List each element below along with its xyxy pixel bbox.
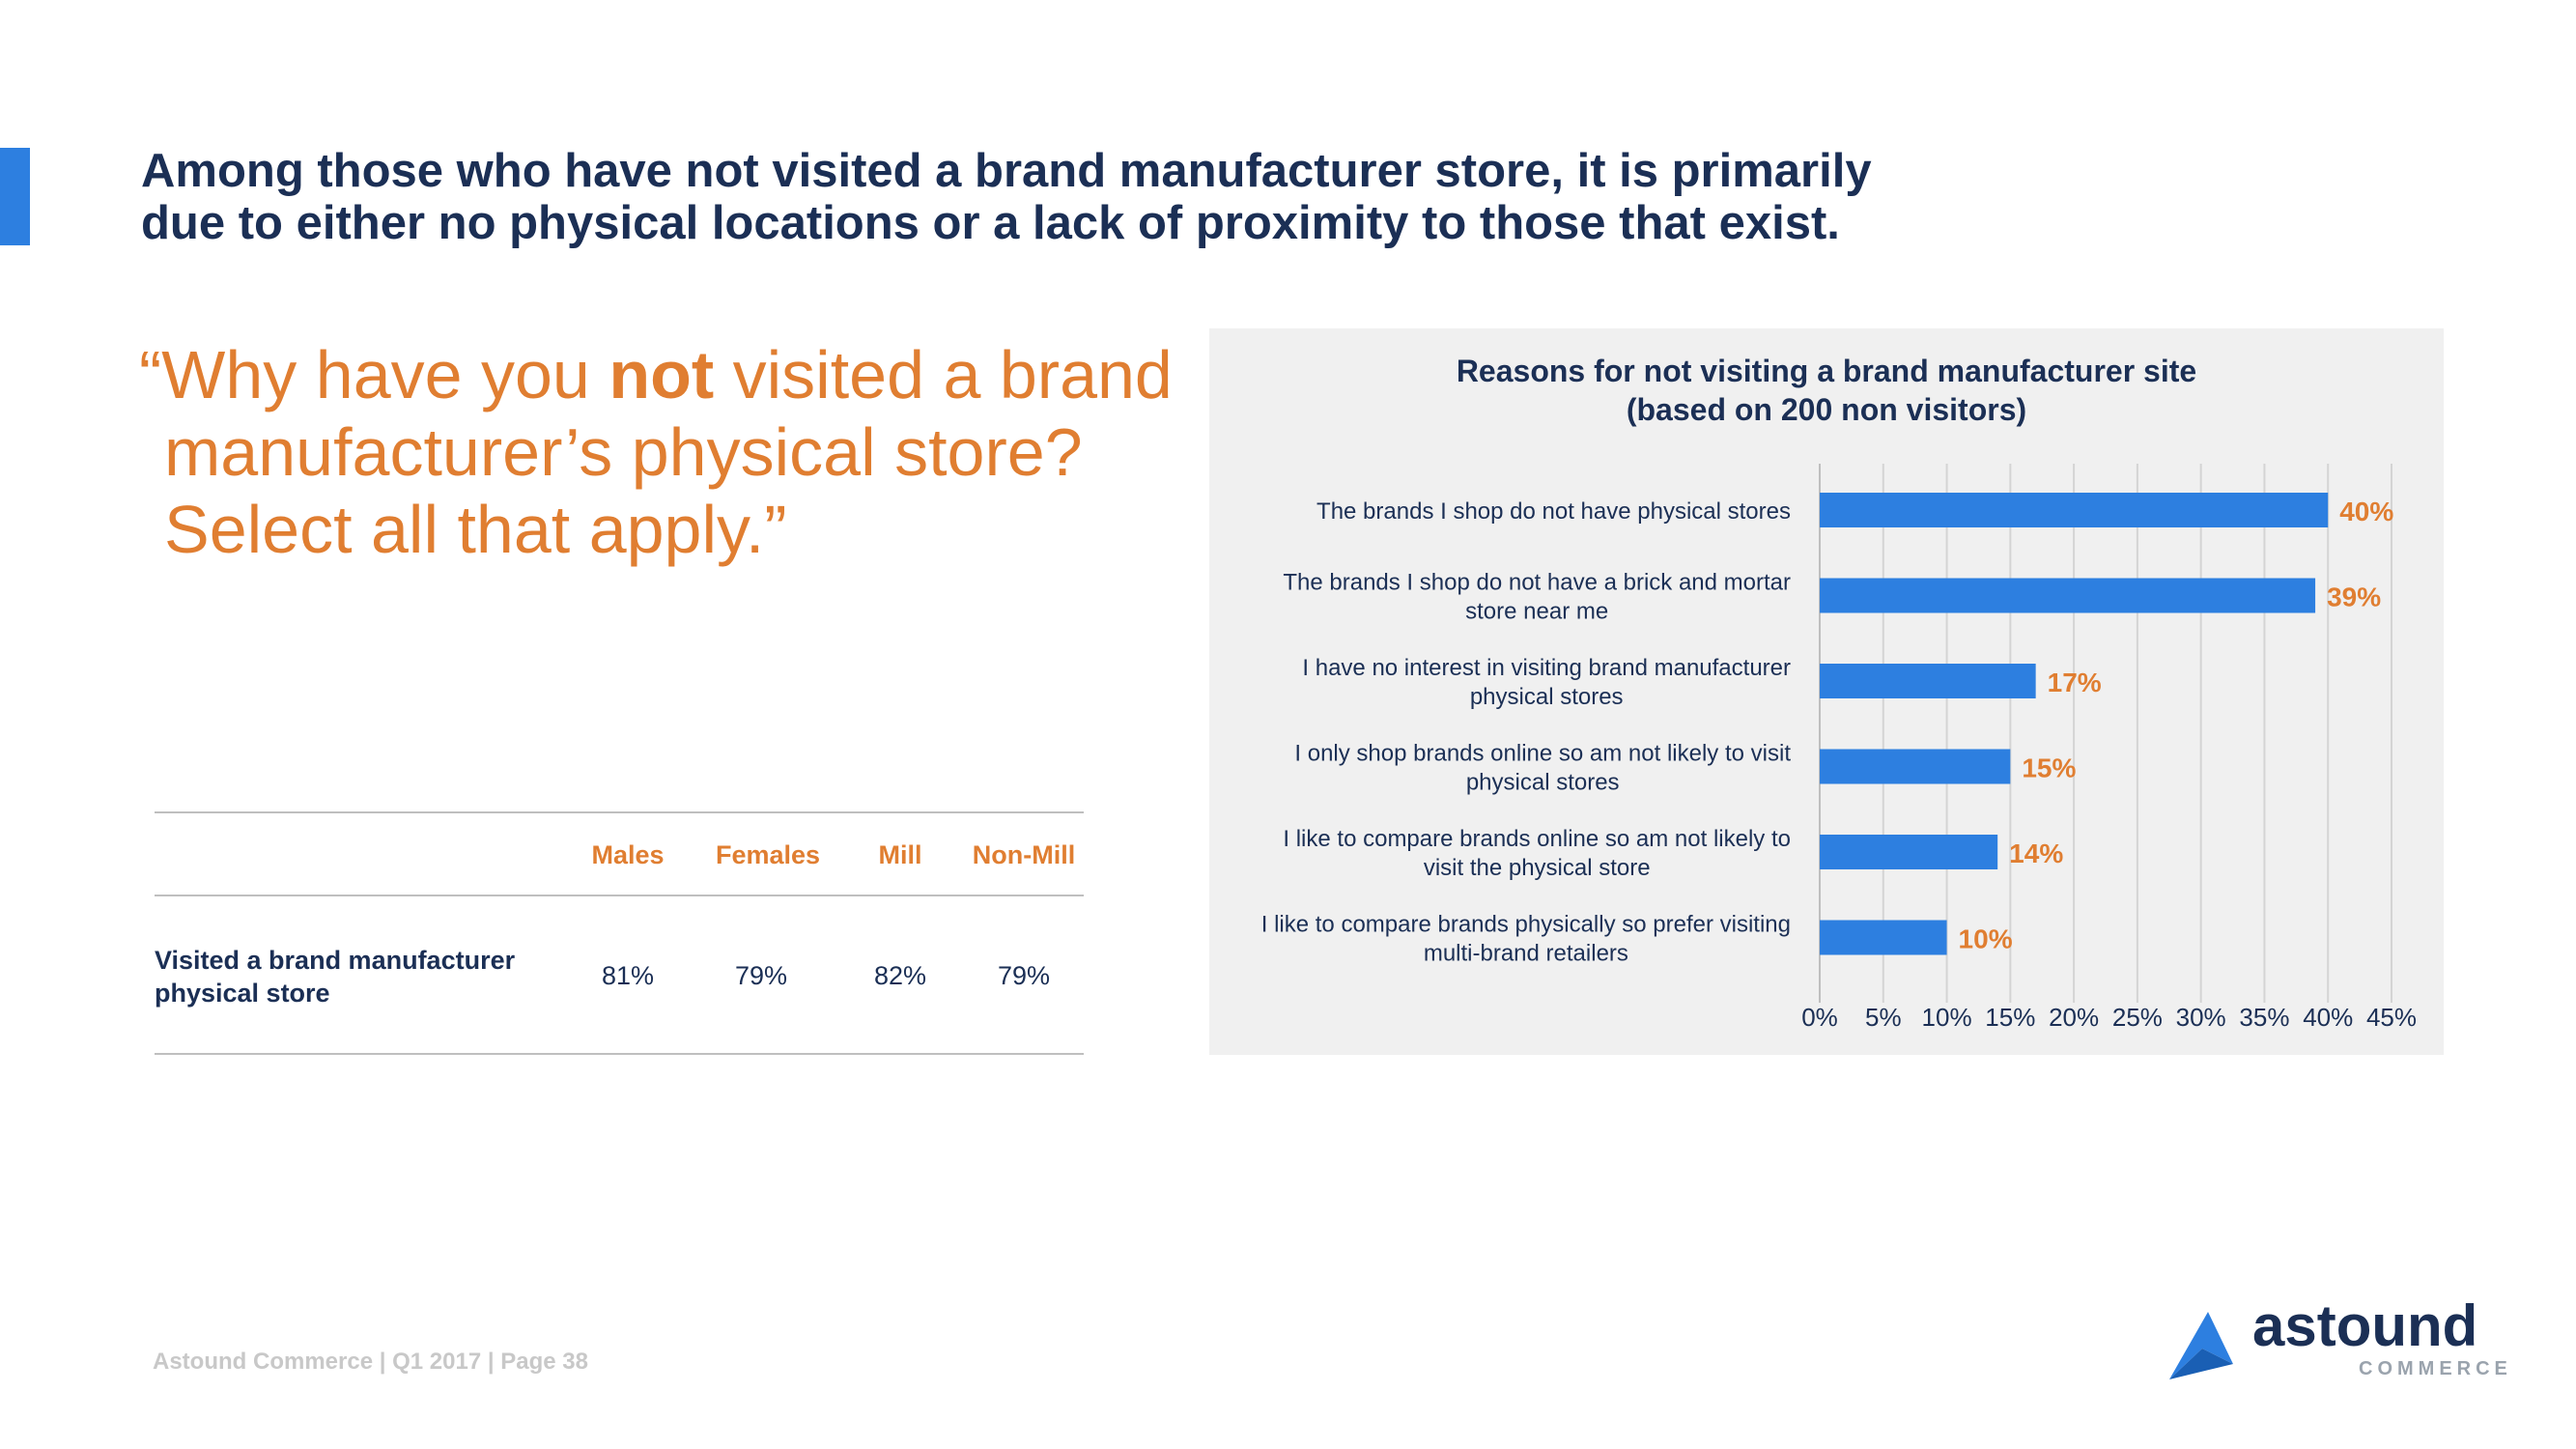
x-tick-label: 25% (2112, 1003, 2163, 1032)
question-line-3: Select all that apply.” (164, 492, 787, 567)
x-tick-label: 15% (1985, 1003, 2035, 1032)
data-label: 39% (2327, 582, 2381, 612)
category-label: I like to compare brands online so am no… (1283, 826, 1791, 852)
category-label: I like to compare brands physically so p… (1261, 912, 1791, 938)
question-emphasis: not (609, 337, 715, 412)
x-tick-label: 45% (2366, 1003, 2417, 1032)
bar (1820, 578, 2316, 613)
page-footer: Astound Commerce | Q1 2017 | Page 38 (153, 1349, 588, 1375)
category-label: I only shop brands online so am not like… (1294, 741, 1791, 767)
table-top-rule (155, 811, 1084, 813)
header-non-mill: Non-Mill (972, 840, 1076, 869)
data-label: 17% (2048, 668, 2102, 697)
table-header-rule (155, 895, 1084, 896)
astound-logo: astound COMMERCE (2164, 1293, 2507, 1387)
bar (1820, 749, 2011, 784)
bar-chart: 0% 5% 10% 15% 20% 25% 30% 35% 40% 45% 40% The brand… (1261, 464, 2417, 1032)
data-label: 40% (2339, 497, 2393, 526)
header-females: Females (715, 840, 821, 869)
question-text-post: visited a brand (714, 337, 1173, 412)
question-line-1: “Why have you not visited a brand (139, 336, 1173, 413)
bar (1820, 920, 1947, 955)
data-label: 10% (1959, 924, 2013, 954)
category-label: I have no interest in visiting brand man… (1302, 655, 1791, 681)
logo-arrow-icon (2169, 1312, 2233, 1379)
question-text-pre: “Why have you (139, 337, 609, 412)
data-label: 14% (2009, 838, 2063, 868)
survey-question: “Why have you not visited a brand manufa… (139, 336, 1173, 568)
table-row-label: Visited a brand manufacturer physical st… (155, 944, 515, 1009)
category-label: physical stores (1466, 770, 1620, 796)
bar (1820, 664, 2036, 698)
header-mill: Mill (878, 840, 922, 869)
value-non-mill: 79% (997, 961, 1051, 990)
logo-wordmark: astound (2252, 1293, 2478, 1358)
x-tick-label: 10% (1922, 1003, 1972, 1032)
x-tick-label: 0% (1801, 1003, 1838, 1032)
chart-title-text: Reasons for not visiting a brand manufac… (1456, 354, 2197, 388)
question-line-2: manufacturer’s physical store? (164, 414, 1083, 490)
data-label: 15% (2022, 753, 2076, 783)
category-label: The brands I shop do not have physical s… (1316, 498, 1791, 525)
header-males: Males (591, 840, 665, 869)
bar (1820, 835, 1998, 869)
category-label: visit the physical store (1424, 855, 1651, 881)
x-tick-label: 20% (2049, 1003, 2099, 1032)
x-tick-label: 5% (1865, 1003, 1902, 1032)
chart-panel: Reasons for not visiting a brand manufac… (1209, 328, 2444, 1055)
value-females: 79% (734, 961, 788, 990)
table-bottom-rule (155, 1053, 1084, 1055)
headline: Among those who have not visited a brand… (141, 145, 1880, 249)
category-label: multi-brand retailers (1424, 941, 1628, 967)
chart-subtitle: (based on 200 non visitors) (1626, 392, 2027, 427)
category-label: physical stores (1470, 684, 1624, 710)
row-label-line-1: Visited a brand manufacturer (155, 946, 516, 975)
x-tick-label: 30% (2176, 1003, 2226, 1032)
chart-title: Reasons for not visiting a brand manufac… (1209, 352, 2444, 429)
value-males: 81% (601, 961, 655, 990)
x-tick-label: 35% (2239, 1003, 2289, 1032)
accent-bar (0, 148, 30, 245)
headline-line-1: Among those who have not visited a brand… (141, 145, 1872, 197)
category-label: The brands I shop do not have a brick an… (1283, 570, 1791, 596)
value-mill: 82% (873, 961, 927, 990)
bar (1820, 493, 2329, 527)
x-tick-label: 40% (2303, 1003, 2353, 1032)
category-label: store near me (1465, 599, 1608, 625)
row-label-line-2: physical store (155, 979, 330, 1008)
headline-line-2: due to either no physical locations or a… (141, 197, 1840, 249)
logo-subtext: COMMERCE (2359, 1358, 2512, 1379)
